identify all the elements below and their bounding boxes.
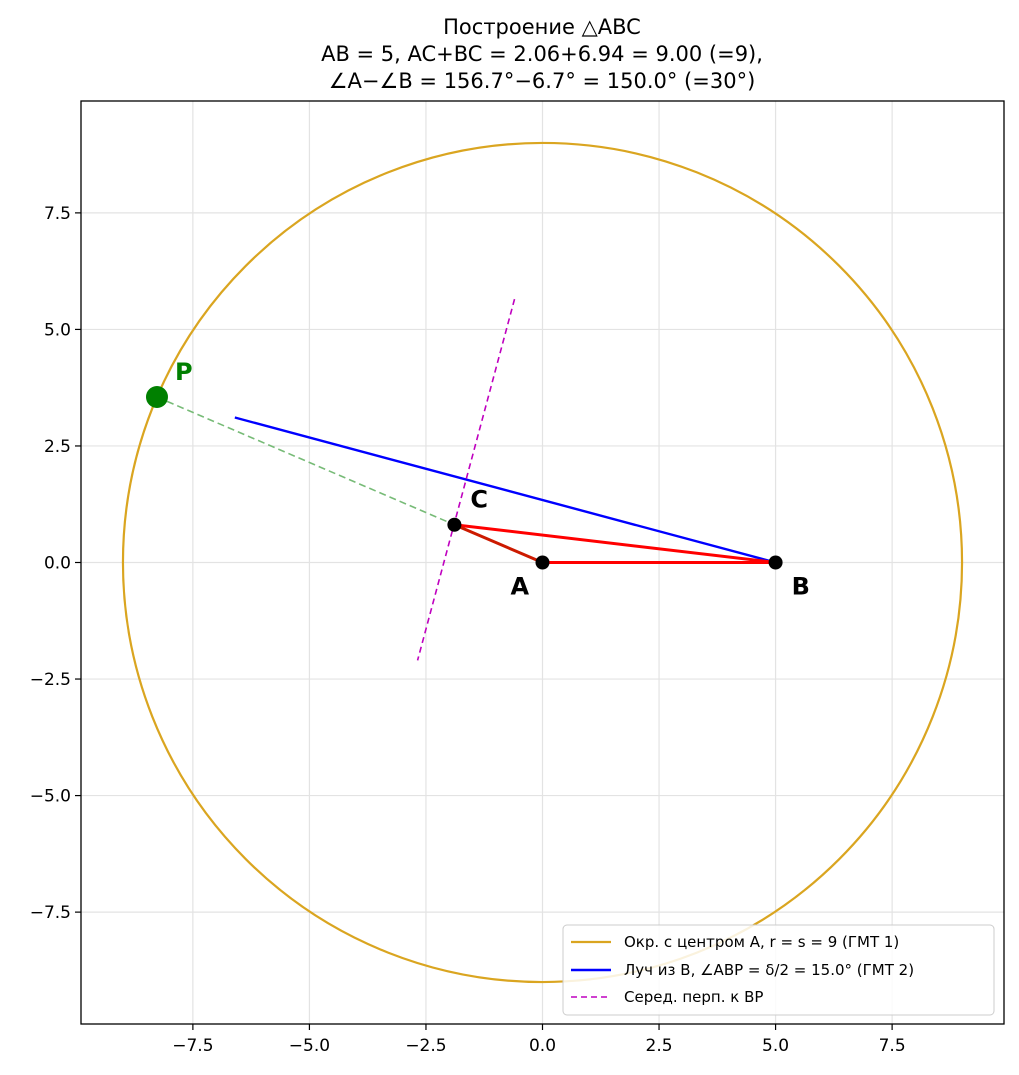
point-P	[145, 386, 168, 409]
label-A: A	[511, 573, 530, 601]
point-C	[447, 517, 462, 532]
legend-label-ray: Луч из B, ∠ABP = δ/2 = 15.0° (ГМТ 2)	[624, 961, 914, 979]
x-tick-label: −2.5	[405, 1036, 446, 1056]
x-tick-label: −7.5	[172, 1036, 213, 1056]
label-B: B	[792, 573, 810, 601]
y-tick-label: 7.5	[44, 204, 71, 224]
y-tick-label: −7.5	[30, 903, 71, 923]
title-line-1: Построение △ABC	[443, 15, 641, 39]
y-tick-label: −5.0	[30, 787, 71, 807]
y-tick-label: −2.5	[30, 670, 71, 690]
label-C: C	[470, 486, 488, 514]
triangle-side-BC	[454, 523, 776, 564]
ray-from-B	[234, 416, 776, 564]
title-line-3: ∠A−∠B = 156.7°−6.7° = 150.0° (=30°)	[329, 69, 756, 93]
y-tick-label: 0.0	[44, 554, 71, 574]
x-tick-label: 5.0	[762, 1036, 789, 1056]
point-B	[768, 555, 783, 570]
title-line-2: AB = 5, AC+BC = 2.06+6.94 = 9.00 (=9),	[321, 42, 763, 66]
helper-line-P-C	[156, 396, 455, 526]
legend-label-bisector: Серед. перп. к BP	[624, 988, 763, 1006]
x-tick-label: 0.0	[529, 1036, 556, 1056]
y-tick-label: 5.0	[44, 320, 71, 340]
plot-area	[121, 141, 964, 984]
y-axis: −7.5 −5.0 −2.5 0.0 2.5 5.0 7.5	[30, 204, 81, 923]
chart-title: Построение △ABC AB = 5, AC+BC = 2.06+6.9…	[321, 15, 763, 93]
x-tick-label: 2.5	[646, 1036, 673, 1056]
locus-circle	[121, 141, 964, 984]
x-tick-label: 7.5	[879, 1036, 906, 1056]
perpendicular-bisector-BP	[416, 298, 516, 661]
legend-box	[562, 924, 995, 1016]
point-A	[535, 555, 550, 570]
legend: Окр. с центром A, r = s = 9 (ГМТ 1) Луч …	[562, 924, 995, 1016]
triangle-side-AC	[453, 523, 544, 564]
label-P: P	[175, 358, 193, 386]
y-tick-label: 2.5	[44, 437, 71, 457]
legend-label-circle: Окр. с центром A, r = s = 9 (ГМТ 1)	[624, 933, 899, 951]
x-tick-label: −5.0	[289, 1036, 330, 1056]
x-axis: −7.5 −5.0 −2.5 0.0 2.5 5.0 7.5	[172, 1024, 906, 1056]
